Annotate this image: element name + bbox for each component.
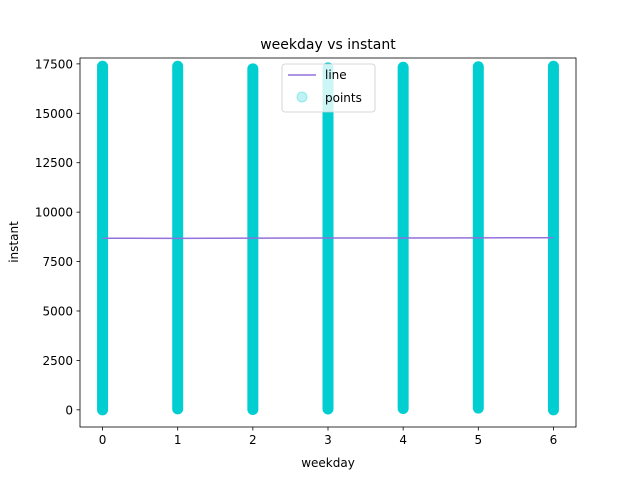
y-tick-label: 5000 <box>42 304 73 318</box>
y-tick-label: 7500 <box>42 255 73 269</box>
legend-box <box>281 63 376 113</box>
y-tick-label: 12500 <box>35 156 73 170</box>
x-tick-label: 2 <box>249 433 257 447</box>
legend-label-line: line <box>325 68 347 82</box>
plot-data-layer <box>97 60 559 416</box>
x-tick-label: 5 <box>474 433 482 447</box>
axes-layer: 0 1 2 3 4 5 6 0 2500 5000 7500 10000 12500 15000 17500 <box>35 57 577 447</box>
series-line-path <box>102 237 554 240</box>
chart-title: weekday vs instant <box>260 37 396 53</box>
x-tick-label: 4 <box>399 433 407 447</box>
x-axis-label: weekday <box>301 456 355 470</box>
y-tick-label: 0 <box>65 403 73 417</box>
y-tick-label: 10000 <box>35 206 73 220</box>
y-tick-label: 17500 <box>35 57 73 71</box>
y-tick-label: 15000 <box>35 107 73 121</box>
x-tick-label: 6 <box>550 433 558 447</box>
legend-points-swatch <box>296 91 308 103</box>
legend: line points <box>281 63 376 113</box>
y-tick-label: 2500 <box>42 354 73 368</box>
x-tick-label: 0 <box>99 433 107 447</box>
y-axis-label: instant <box>7 221 21 263</box>
legend-label-points: points <box>325 91 362 105</box>
x-tick-label: 1 <box>174 433 182 447</box>
x-tick-label: 3 <box>324 433 332 447</box>
